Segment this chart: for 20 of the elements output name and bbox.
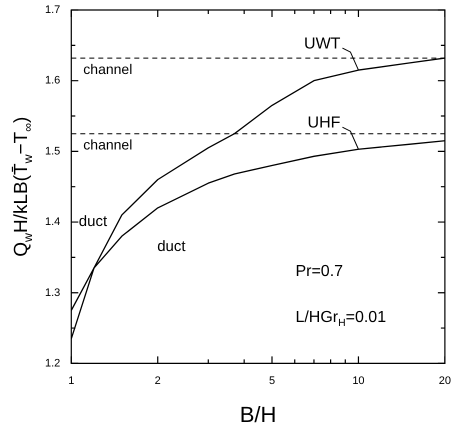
x-tick-label: 2 [154,375,161,388]
series-label: UHF [308,114,341,132]
annotation: duct [78,213,108,230]
y-tick-label: 1.7 [44,4,60,16]
ref-line-label: channel [83,60,132,77]
x-tick-label: 1 [68,375,74,388]
y-tick-label: 1.5 [44,145,60,158]
x-tick-label: 20 [438,375,452,388]
y-axis-title: QwH/kLB(T̄w−T∞) [11,116,36,257]
x-tick-label: 10 [352,375,365,388]
y-tick-label: 1.6 [44,74,60,87]
series-label: UWT [304,35,341,52]
x-tick-label: 5 [268,375,276,388]
annotation: Pr=0.7 [295,262,344,280]
y-tick-label: 1.2 [44,357,60,370]
x-axis-title: B/H [240,402,276,427]
y-tick-label: 1.4 [44,216,60,228]
ref-line-label: channel [83,136,132,153]
annotation: duct [157,238,186,255]
y-tick-label: 1.3 [44,286,60,299]
